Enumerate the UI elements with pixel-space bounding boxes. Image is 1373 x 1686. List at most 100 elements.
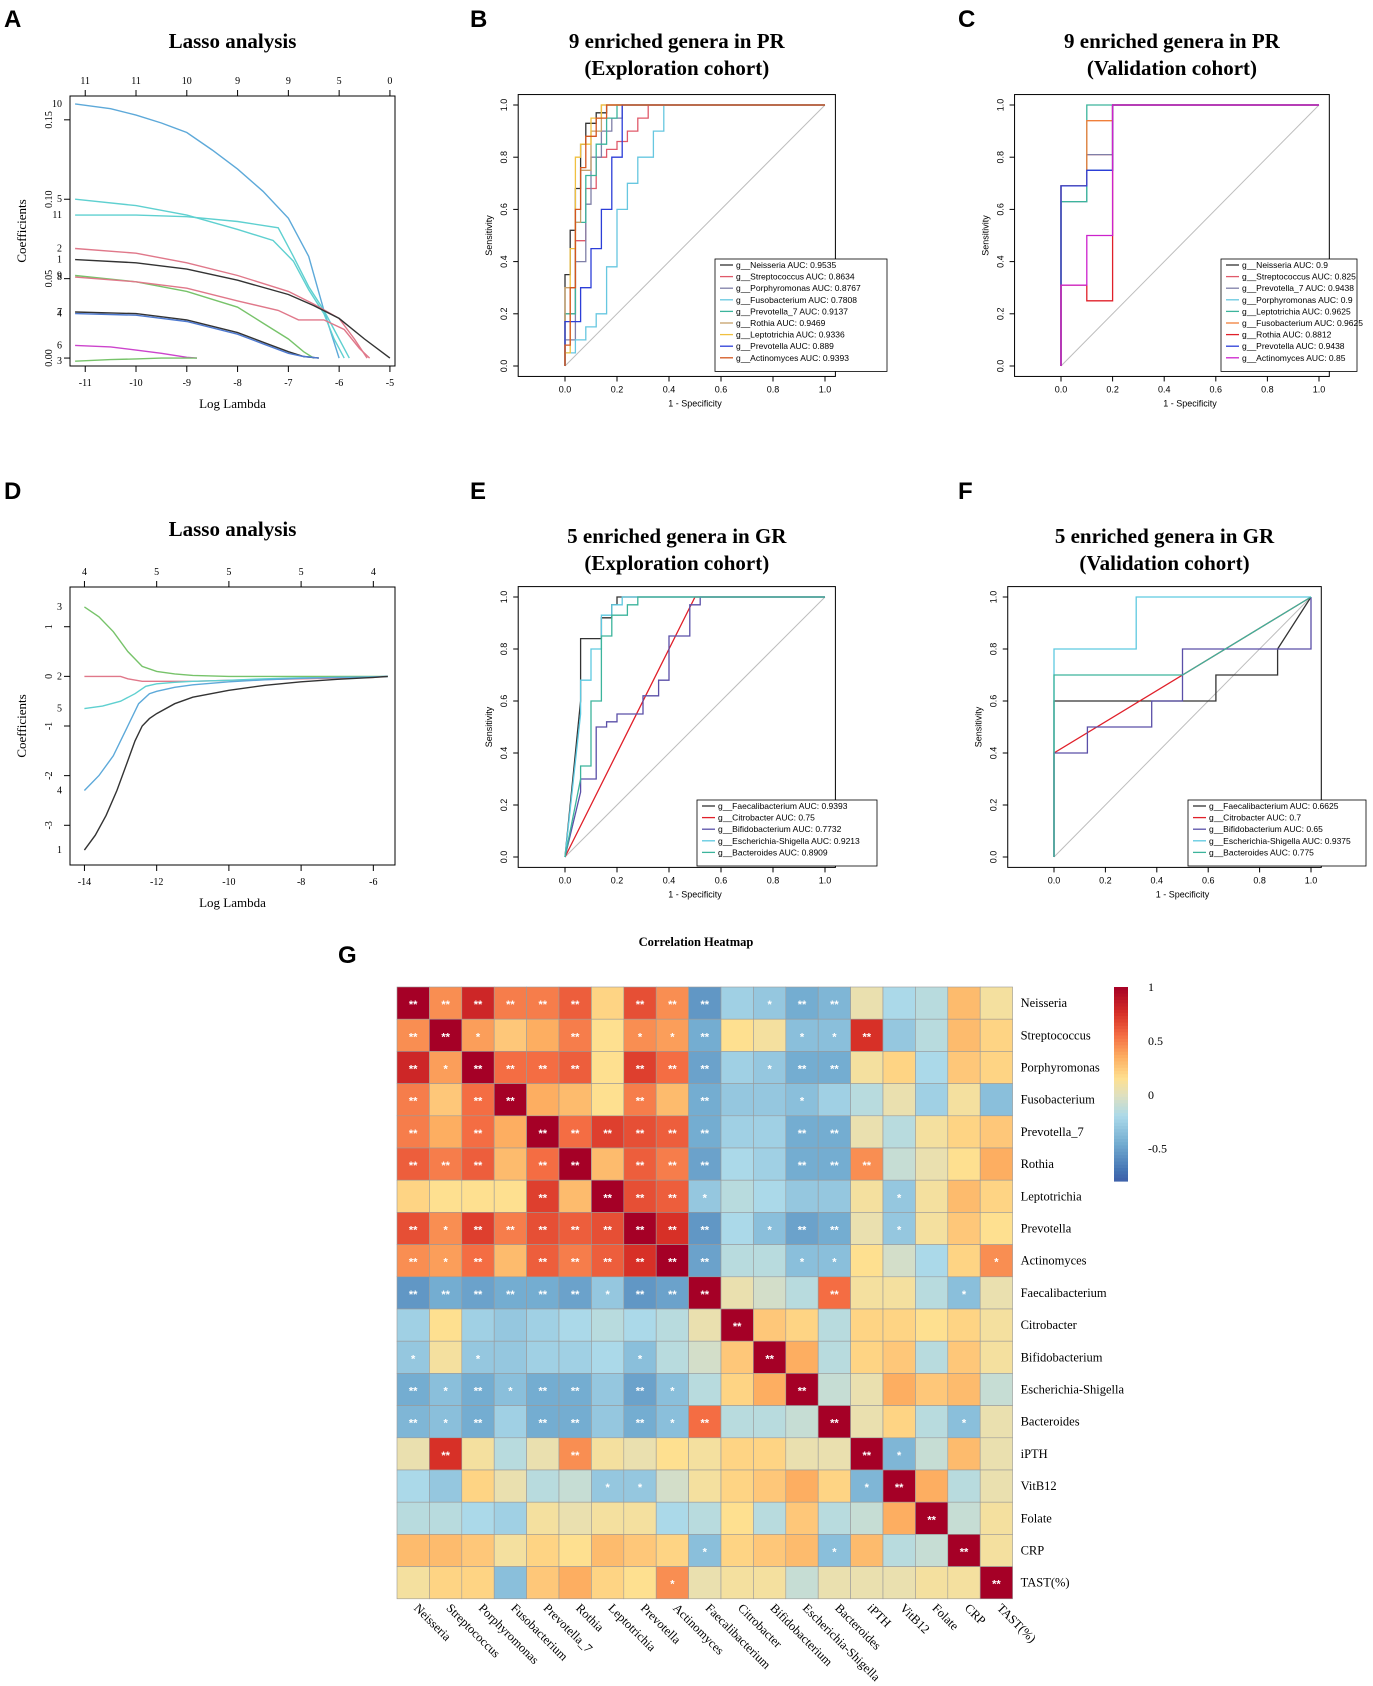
significance-mark: ** (474, 1225, 483, 1237)
significance-mark: ** (830, 999, 839, 1011)
heatmap-cell (558, 1566, 592, 1600)
coef-path-4 (83, 675, 388, 791)
heatmap-cell (396, 1179, 430, 1213)
heatmap-cell (591, 1373, 625, 1406)
significance-mark: ** (539, 1128, 548, 1140)
top-tick-label: 4 (82, 567, 87, 578)
significance-mark: ** (539, 1225, 548, 1237)
significance-mark: ** (668, 1128, 677, 1140)
significance-mark: ** (960, 1547, 969, 1559)
significance-mark: ** (668, 1257, 677, 1269)
legend-entry: g__Faecalibacterium AUC: 0.6625 (1209, 801, 1339, 811)
heatmap-cell (915, 1212, 949, 1245)
heatmap-cell (947, 1212, 981, 1245)
heatmap-cell (850, 1276, 884, 1310)
heatmap-cell (785, 1437, 819, 1471)
significance-mark: ** (539, 1289, 548, 1301)
coef-label: 4 (57, 309, 62, 320)
heatmap-cell (591, 1051, 625, 1084)
heatmap-cell (526, 1566, 560, 1600)
heatmap-cell (623, 1051, 657, 1084)
top-tick-label: 5 (154, 567, 159, 578)
x-tick-label: 0.2 (1106, 384, 1119, 394)
heatmap-cell (785, 1373, 819, 1406)
reference-diagonal (1060, 104, 1320, 367)
colorbar-label: 0.5 (1148, 1034, 1163, 1048)
heatmap-cell (979, 1083, 1013, 1117)
heatmap-cell (979, 1018, 1013, 1052)
heatmap-cell (461, 1373, 495, 1406)
heatmap-panel: Correlation Heatmap** ** ** ** ** ** ** ** ** * **… (396, 935, 1167, 1684)
heatmap-cell (558, 1469, 592, 1503)
significance-mark: ** (474, 999, 483, 1011)
significance-mark: * (476, 1031, 481, 1043)
significance-mark: ** (765, 1353, 774, 1365)
heatmap-cell (947, 1340, 981, 1374)
significance-mark: * (443, 1418, 448, 1430)
heatmap-cell (850, 1115, 884, 1149)
y-tick-label: -3 (44, 821, 55, 829)
heatmap-cell (591, 1469, 625, 1503)
heatmap-cell (817, 1405, 851, 1439)
significance-mark: * (767, 1064, 772, 1076)
colorbar-segment (1114, 1135, 1128, 1140)
heatmap-cell (526, 1083, 560, 1117)
heatmap-cell (882, 1437, 916, 1471)
heatmap-cell (396, 1373, 430, 1406)
significance-mark: * (638, 1482, 643, 1494)
chart-subtitle: (Validation cohort) (1079, 551, 1249, 575)
y-tick-label: 0.8 (989, 643, 999, 656)
heatmap-cell (979, 1437, 1013, 1471)
roc-panel-c: 9 enriched genera in PR (Validation cohor… (981, 29, 1364, 408)
legend-entry: g__Prevotella AUC: 0.9438 (1242, 341, 1345, 351)
heatmap-cell (526, 1437, 560, 1471)
plot-frame (69, 586, 396, 866)
x-tick-label: 0.2 (611, 384, 624, 394)
heatmap-cell (461, 1534, 495, 1567)
heatmap-cell (915, 1437, 949, 1471)
significance-mark: ** (539, 1257, 548, 1269)
plot-frame (517, 94, 836, 377)
legend-frame (696, 799, 878, 867)
y-tick-label: 0.00 (44, 349, 55, 367)
significance-mark: ** (571, 1418, 580, 1430)
significance-mark: ** (506, 1225, 515, 1237)
heatmap-cell (882, 1147, 916, 1181)
significance-mark: ** (701, 1064, 710, 1076)
heatmap-cell (915, 1501, 949, 1535)
heatmap-cell (785, 1276, 819, 1310)
significance-mark: * (962, 1289, 967, 1301)
significance-mark: * (703, 1192, 708, 1204)
heatmap-cell (850, 1212, 884, 1245)
heatmap-cell (785, 1566, 819, 1600)
y-tick-label: 0.6 (499, 695, 509, 708)
heatmap-cell (947, 1501, 981, 1535)
colorbar-segment (1114, 1119, 1128, 1124)
heatmap-cell (817, 1244, 851, 1278)
colorbar-segment (1114, 1100, 1128, 1104)
x-tick-label: 0.6 (1202, 875, 1215, 885)
coef-label: 10 (52, 99, 62, 110)
heatmap-cell (850, 986, 884, 1020)
coef-path-2 (75, 247, 368, 359)
significance-mark: ** (409, 999, 418, 1011)
x-tick-label: -10 (129, 378, 142, 389)
heatmap-cell (785, 1051, 819, 1084)
colorbar-segment (1114, 1103, 1128, 1108)
significance-mark: * (767, 1225, 772, 1237)
x-tick-label: 0.0 (1048, 875, 1061, 885)
heatmap-cell (979, 1501, 1013, 1535)
heatmap-cell (655, 1340, 689, 1374)
significance-mark: ** (636, 1192, 645, 1204)
column-label: VitB12 (897, 1601, 932, 1636)
significance-mark: * (897, 1225, 902, 1237)
significance-mark: ** (798, 1128, 807, 1140)
coef-label: 6 (57, 340, 62, 351)
heatmap-cell (882, 1405, 916, 1439)
heatmap-cell (526, 1469, 560, 1503)
row-label: Porphyromonas (1021, 1061, 1100, 1075)
colorbar-segment (1114, 1048, 1128, 1053)
significance-mark: * (800, 1257, 805, 1269)
top-tick-label: 9 (235, 76, 240, 87)
colorbar-label: 0 (1148, 1088, 1154, 1102)
